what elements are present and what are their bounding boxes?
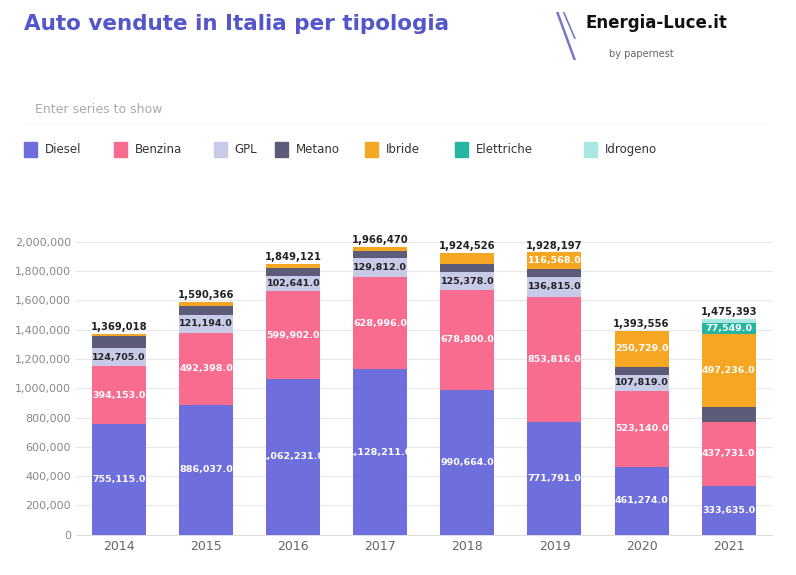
Text: 599,902.0: 599,902.0: [267, 331, 320, 340]
Bar: [353, 251, 408, 258]
Text: 102,641.0: 102,641.0: [267, 279, 320, 288]
Bar: [583, 141, 597, 158]
Text: 853,816.0: 853,816.0: [528, 355, 581, 363]
Bar: [528, 421, 581, 535]
Text: 1,966,470: 1,966,470: [352, 235, 408, 245]
Text: 437,731.0: 437,731.0: [702, 449, 755, 458]
Text: 1,062,231.0: 1,062,231.0: [261, 453, 326, 462]
Bar: [615, 367, 669, 375]
Bar: [92, 348, 146, 366]
Bar: [353, 258, 408, 277]
Text: 77,549.0: 77,549.0: [705, 324, 752, 333]
Text: 1,128,211.0: 1,128,211.0: [348, 447, 412, 457]
Text: 107,819.0: 107,819.0: [615, 378, 669, 387]
Bar: [353, 247, 408, 251]
Bar: [701, 421, 755, 486]
Bar: [92, 334, 146, 336]
Text: 1,393,556: 1,393,556: [613, 319, 669, 329]
Text: 121,194.0: 121,194.0: [179, 320, 233, 328]
Text: 394,153.0: 394,153.0: [92, 391, 146, 400]
Bar: [365, 141, 378, 158]
Bar: [353, 370, 408, 535]
Bar: [92, 424, 146, 535]
Bar: [213, 141, 227, 158]
Bar: [267, 264, 320, 267]
Bar: [114, 141, 127, 158]
Text: Benzina: Benzina: [135, 143, 182, 156]
Bar: [615, 467, 669, 535]
Bar: [440, 272, 494, 290]
Text: 497,236.0: 497,236.0: [702, 366, 755, 375]
Text: 129,812.0: 129,812.0: [353, 263, 408, 273]
Bar: [701, 335, 755, 407]
Text: 523,140.0: 523,140.0: [615, 424, 668, 434]
Text: 628,996.0: 628,996.0: [353, 319, 408, 328]
Bar: [701, 486, 755, 535]
Bar: [701, 323, 755, 335]
Text: 1,928,197: 1,928,197: [526, 240, 583, 251]
Text: 1,369,018: 1,369,018: [91, 323, 147, 332]
Bar: [267, 292, 320, 379]
Bar: [179, 302, 233, 306]
Text: GPL: GPL: [235, 143, 257, 156]
Bar: [179, 315, 233, 333]
Text: 771,791.0: 771,791.0: [528, 474, 581, 483]
Bar: [353, 277, 408, 370]
Bar: [701, 319, 755, 323]
Bar: [440, 290, 494, 390]
Bar: [267, 379, 320, 535]
Text: 990,664.0: 990,664.0: [441, 458, 494, 467]
Bar: [92, 336, 146, 348]
Bar: [92, 366, 146, 424]
Bar: [179, 306, 233, 315]
Text: Auto vendute in Italia per tipologia: Auto vendute in Italia per tipologia: [24, 14, 449, 34]
Text: 1,849,121: 1,849,121: [265, 252, 322, 262]
Text: Ibride: Ibride: [385, 143, 419, 156]
Bar: [275, 141, 288, 158]
Bar: [455, 141, 468, 158]
Text: Diesel: Diesel: [45, 143, 81, 156]
Bar: [179, 333, 233, 405]
Text: 333,635.0: 333,635.0: [702, 506, 755, 515]
Bar: [440, 264, 494, 272]
Bar: [615, 331, 669, 367]
Text: 136,815.0: 136,815.0: [528, 282, 581, 291]
Text: 1,475,393: 1,475,393: [700, 307, 757, 317]
Text: Metano: Metano: [295, 143, 340, 156]
Bar: [615, 390, 669, 467]
Text: Elettriche: Elettriche: [476, 143, 533, 156]
Bar: [440, 253, 494, 264]
Text: 492,398.0: 492,398.0: [179, 365, 233, 373]
Bar: [528, 297, 581, 421]
Text: 1,590,366: 1,590,366: [178, 290, 235, 300]
Bar: [528, 277, 581, 297]
Text: Enter series to show: Enter series to show: [35, 103, 162, 116]
Bar: [701, 407, 755, 421]
Bar: [528, 269, 581, 277]
Text: 116,568.0: 116,568.0: [528, 256, 581, 265]
Text: 461,274.0: 461,274.0: [615, 496, 669, 505]
Bar: [24, 141, 37, 158]
Text: 755,115.0: 755,115.0: [92, 475, 146, 484]
Bar: [267, 267, 320, 276]
Text: 1,924,526: 1,924,526: [439, 241, 496, 251]
Text: 250,729.0: 250,729.0: [615, 344, 669, 354]
Text: by papernest: by papernest: [609, 49, 673, 59]
Text: Energia-Luce.it: Energia-Luce.it: [585, 14, 727, 32]
Text: 124,705.0: 124,705.0: [92, 352, 146, 362]
Bar: [267, 276, 320, 292]
Text: Idrogeno: Idrogeno: [604, 143, 657, 156]
Bar: [440, 390, 494, 535]
Text: 125,378.0: 125,378.0: [441, 277, 494, 286]
Text: 678,800.0: 678,800.0: [440, 335, 494, 344]
FancyBboxPatch shape: [2, 94, 790, 125]
Text: 886,037.0: 886,037.0: [179, 465, 233, 474]
Bar: [179, 405, 233, 535]
Bar: [528, 252, 581, 269]
Bar: [615, 375, 669, 390]
